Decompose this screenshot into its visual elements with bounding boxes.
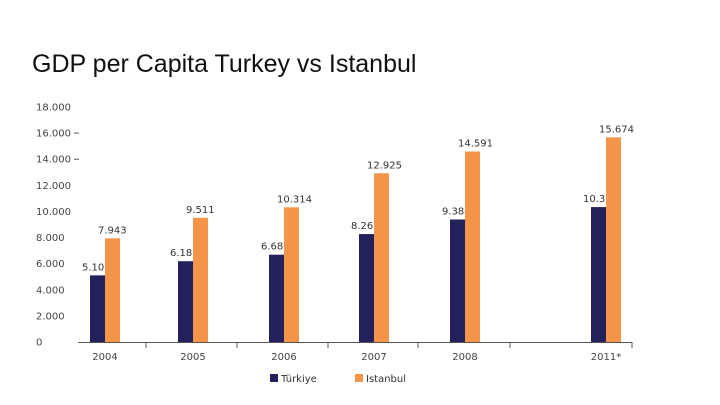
bar-turkiye [591,207,606,342]
x-axis: 2004 2005 2006 2007 2008 2011* [78,342,633,363]
bar-turkiye [178,261,193,342]
x-tick-label: 2005 [180,352,205,363]
data-label: 8.267 [351,221,380,232]
bar-istanbul [374,173,389,342]
y-tick-label: 0 [36,338,42,349]
data-label: 9.511 [186,205,215,216]
y-tick-label: 14.000 [36,155,71,166]
legend-label: Türkiye [280,374,317,385]
y-axis: 0 2.000 4.000 6.000 8.000 10.000 12.000 14.000 1… [36,103,79,349]
legend: Türkiye Istanbul [270,374,406,385]
y-tick-label: 18.000 [36,103,71,114]
bar-istanbul [606,137,621,342]
data-label: 7.943 [98,225,127,236]
y-tick-label: 6.000 [36,259,65,270]
bar-istanbul [193,217,208,342]
y-tick-label: 12.000 [36,181,71,192]
y-tick-label: 8.000 [36,233,65,244]
data-label: 10.314 [277,194,312,205]
bar-turkiye [359,234,374,342]
page-title: GDP per Capita Turkey vs Istanbul [32,50,417,78]
legend-label: Istanbul [366,374,406,385]
data-label: 12.925 [367,160,402,171]
x-tick-label: 2006 [271,352,296,363]
bar-istanbul [465,151,480,342]
data-label: 5.103 [82,262,111,273]
y-tick-label: 2.000 [36,311,65,322]
data-label: 9.384 [442,206,471,217]
y-tick-label: 4.000 [36,285,65,296]
data-label: 14.591 [458,139,493,150]
bar-istanbul [284,207,299,342]
x-tick-label: 2011* [591,352,621,363]
bar-istanbul [105,238,120,342]
y-tick-label: 10.000 [36,207,71,218]
bar-turkiye [450,219,465,342]
x-tick-label: 2004 [92,352,117,363]
bar-turkiye [90,275,105,342]
data-label: 6.187 [170,248,199,259]
legend-swatch-istanbul [355,374,363,382]
y-tick-label: 16.000 [36,129,71,140]
bars: 5.103 7.943 6.187 9.511 6.686 10.314 8.267 12.9… [82,124,634,342]
x-tick-label: 2008 [452,352,477,363]
legend-swatch-turkiye [270,374,278,382]
data-label: 10.335 [583,194,618,205]
bar-turkiye [269,254,284,342]
data-label: 6.686 [261,242,290,253]
x-tick-label: 2007 [361,352,386,363]
data-label: 15.674 [599,124,634,135]
